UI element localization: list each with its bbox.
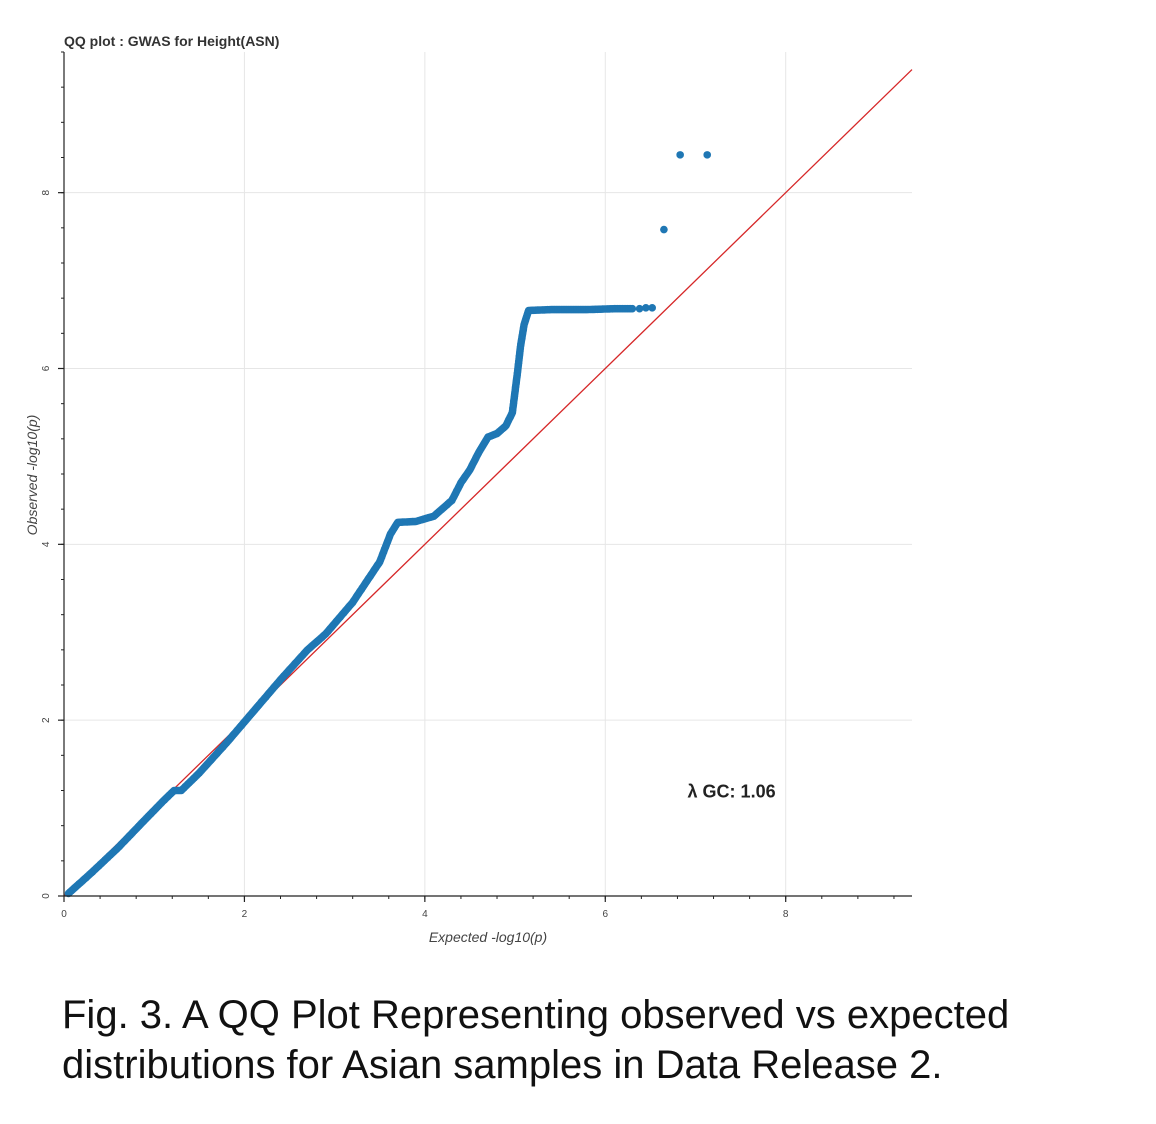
y-tick-label: 6	[41, 365, 52, 371]
data-points-outliers	[635, 151, 712, 313]
axis-ticks: 0 2 4 6 8 0 2 4 6 8	[41, 51, 895, 920]
reference-line	[63, 69, 913, 897]
figure-caption: Fig. 3. A QQ Plot Representing observed …	[62, 993, 1010, 1087]
plot-grid	[64, 52, 912, 896]
chart-title: QQ plot : GWAS for Height(ASN)	[64, 33, 279, 49]
plot-axes	[63, 52, 912, 897]
data-point	[660, 225, 668, 234]
data-points-curve	[64, 304, 637, 898]
data-point	[703, 151, 712, 159]
lambda-gc-annotation: λ GC: 1.06	[688, 782, 776, 802]
data-point	[642, 304, 650, 312]
y-tick-label: 2	[41, 717, 52, 723]
data-point	[628, 304, 637, 313]
data-point	[635, 304, 644, 313]
y-tick-label: 4	[41, 541, 52, 547]
reference-line-group	[63, 69, 913, 897]
x-tick-label: 6	[602, 909, 608, 920]
x-tick-label: 8	[783, 909, 789, 920]
x-axis-label: Expected -log10(p)	[429, 929, 547, 945]
data-point	[648, 304, 656, 312]
y-axis-label: Observed -log10(p)	[24, 415, 40, 536]
data-point	[676, 151, 684, 159]
y-tick-label: 8	[41, 189, 52, 195]
x-tick-label: 4	[422, 909, 428, 920]
y-tick-label: 0	[41, 893, 52, 899]
x-tick-label: 0	[61, 909, 67, 920]
x-tick-label: 2	[242, 909, 248, 920]
